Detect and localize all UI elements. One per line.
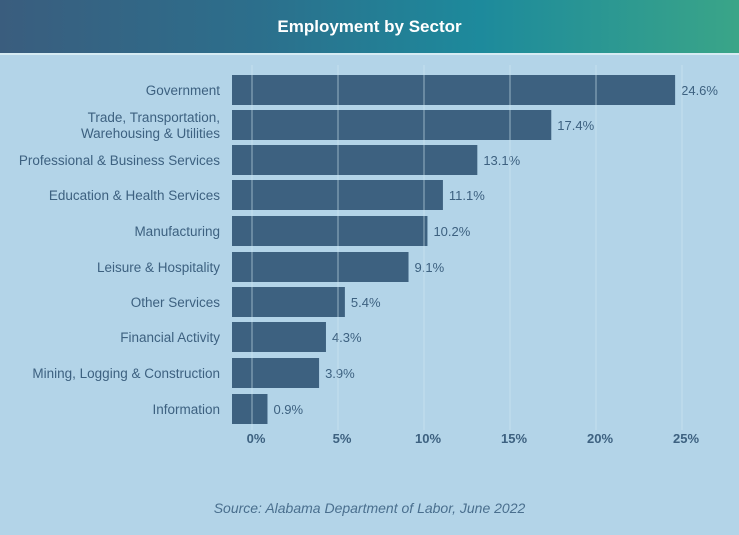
category-label: Professional & Business Services — [19, 153, 220, 168]
data-label: 9.1% — [415, 260, 445, 275]
bar — [232, 110, 552, 140]
bar — [232, 358, 320, 388]
bar-chart: Government 24.6% Trade, Transportation, War… — [19, 65, 718, 446]
x-tick-label: 0% — [247, 431, 266, 446]
data-label: 17.4% — [557, 118, 594, 133]
category-label: Financial Activity — [120, 330, 220, 345]
x-tick-label: 20% — [587, 431, 613, 446]
category-label: Leisure & Hospitality — [97, 260, 220, 275]
bar — [232, 216, 428, 246]
category-label: Education & Health Services — [49, 188, 220, 203]
data-label: 4.3% — [332, 330, 362, 345]
bar — [232, 287, 345, 317]
data-label: 13.1% — [483, 153, 520, 168]
bar — [232, 145, 478, 175]
bar — [232, 180, 443, 210]
data-label: 3.9% — [325, 366, 355, 381]
data-label: 24.6% — [681, 83, 718, 98]
data-label: 10.2% — [433, 224, 470, 239]
bar — [232, 394, 268, 424]
category-label: Government — [146, 83, 221, 98]
bar — [232, 322, 326, 352]
data-label: 11.1% — [449, 188, 485, 203]
x-tick-label: 10% — [415, 431, 441, 446]
category-label: Mining, Logging & Construction — [32, 366, 220, 381]
data-label: 0.9% — [273, 402, 303, 417]
chart-title: Employment by Sector — [277, 17, 462, 36]
category-label: Manufacturing — [134, 224, 220, 239]
chart-header: Employment by Sector — [0, 0, 739, 55]
category-label: Trade, Transportation, Warehousing & Util… — [81, 110, 220, 141]
data-label: 5.4% — [351, 295, 381, 310]
x-tick-label: 5% — [333, 431, 352, 446]
bar — [232, 75, 676, 105]
category-label: Other Services — [131, 295, 221, 310]
source-note: Source: Alabama Department of Labor, Jun… — [213, 500, 526, 516]
x-tick-label: 15% — [501, 431, 527, 446]
bar — [232, 252, 409, 282]
x-tick-label: 25% — [673, 431, 699, 446]
category-label: Information — [152, 402, 220, 417]
